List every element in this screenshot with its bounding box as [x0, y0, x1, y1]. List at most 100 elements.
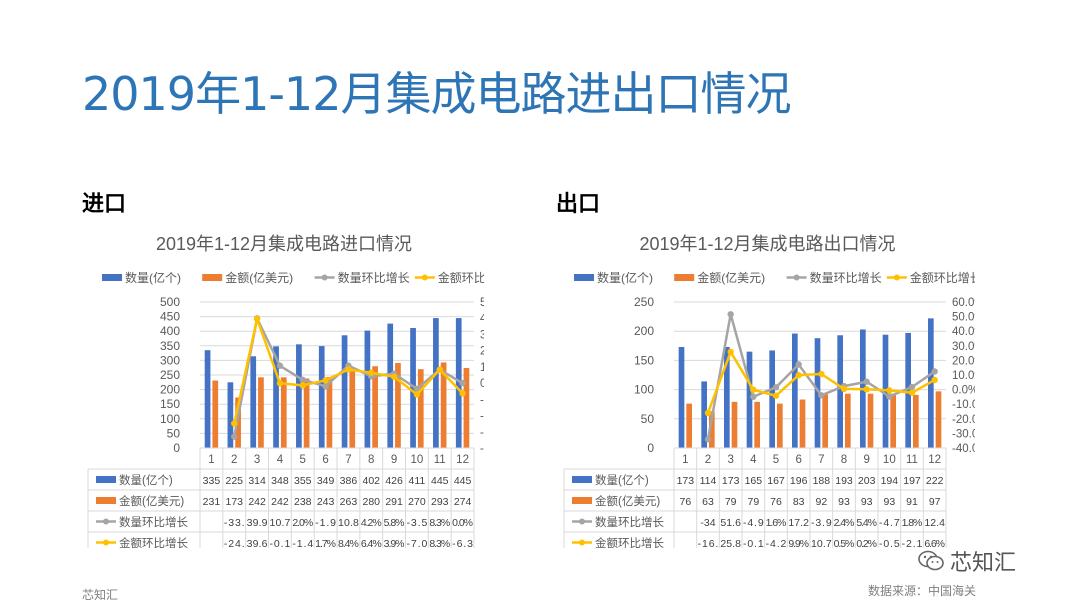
- line-point: [772, 392, 780, 399]
- line-point: [863, 386, 870, 393]
- right-axis-tick: 30.0%: [480, 329, 484, 341]
- right-axis-tick: 40.0%: [952, 326, 975, 338]
- right-axis-tick: -40.0%: [952, 443, 975, 455]
- right-axis-tick: -30.0%: [952, 428, 975, 440]
- table-cell: -1.4: [292, 538, 313, 548]
- line-point: [276, 362, 284, 369]
- table-cell: -34: [700, 517, 715, 529]
- line-point: [818, 370, 825, 378]
- table-row-label: 金额环比增长: [119, 536, 188, 548]
- category-label: 1: [682, 454, 688, 466]
- left-axis-tick: 350: [160, 339, 180, 353]
- bar: [913, 394, 919, 448]
- table-legend-marker: [579, 539, 585, 546]
- category-label: 7: [345, 454, 351, 466]
- left-axis-tick: 200: [634, 324, 654, 338]
- table-cell: 39.9: [247, 517, 268, 529]
- wechat-icon: [918, 550, 944, 572]
- left-axis-tick: 50: [641, 412, 655, 426]
- table-cell: 426: [385, 475, 403, 487]
- table-cell: 25.8: [720, 538, 741, 548]
- bar: [372, 366, 378, 448]
- export-section-label: 出口: [556, 192, 601, 217]
- legend-label: 金额环比增长: [438, 270, 484, 285]
- table-cell: 83: [793, 496, 805, 508]
- line-point: [908, 383, 916, 391]
- left-axis-tick: 0: [647, 441, 654, 455]
- line-point: [795, 361, 802, 368]
- line-point: [704, 409, 712, 417]
- table-cell: 270: [408, 496, 426, 508]
- category-label: 4: [750, 454, 757, 466]
- table-cell: 274: [454, 496, 472, 508]
- legend-marker: [793, 274, 800, 281]
- bar: [227, 382, 234, 448]
- legend-label: 金额(亿美元): [225, 270, 293, 285]
- table-cell: 91: [906, 496, 918, 508]
- export-chart: 2019年1-12月集成电路出口情况 数量(亿个) 金额(亿美元) 数量环比增长 金额环…: [560, 226, 975, 548]
- legend-swatch: [574, 274, 594, 281]
- table-cell: 445: [431, 475, 449, 487]
- table-cell: 173: [225, 496, 243, 508]
- line-point: [727, 348, 734, 356]
- right-axis-tick: 10.0%: [952, 370, 975, 382]
- table-cell: 231: [203, 496, 221, 508]
- table-cell: 196: [790, 475, 808, 487]
- line-point: [322, 377, 329, 384]
- table-cell: 9.9%: [788, 538, 809, 548]
- table-cell: 6.4%: [361, 538, 382, 548]
- table-cell: 445: [454, 475, 472, 487]
- bar: [440, 362, 447, 448]
- legend-item: 数量(亿个): [574, 270, 653, 285]
- table-row-label: 金额环比增长: [595, 536, 664, 548]
- bar: [455, 318, 462, 448]
- table-cell: 10.7: [270, 517, 291, 529]
- table-row-label: 数量环比增长: [595, 515, 664, 529]
- right-axis-tick: 30.0%: [952, 341, 975, 353]
- table-cell: 197: [903, 475, 921, 487]
- line-point: [231, 433, 238, 440]
- category-label: 7: [818, 454, 824, 466]
- bar: [845, 393, 851, 448]
- legend-label: 数量(亿个): [597, 270, 653, 285]
- category-label: 5: [300, 454, 306, 466]
- line-point: [253, 315, 261, 323]
- table-cell: 5.8%: [384, 517, 405, 529]
- left-axis-tick: 100: [634, 383, 654, 397]
- line-point: [750, 386, 757, 393]
- table-cell: 1.6%: [766, 517, 787, 529]
- right-axis-tick: -10.0%: [480, 394, 484, 406]
- bar: [905, 332, 911, 448]
- table-cell: 114: [700, 475, 717, 487]
- line-point: [840, 385, 848, 393]
- table-cell: -0.5: [879, 538, 900, 548]
- line-point: [299, 376, 306, 384]
- right-axis-tick: 50.0%: [480, 297, 484, 309]
- table-cell: 1.8%: [902, 517, 923, 529]
- category-label: 1: [208, 454, 214, 466]
- table-cell: 6.6%: [924, 538, 945, 548]
- table-cell: 93: [838, 496, 850, 508]
- watermark-text: 芯知汇: [950, 551, 1017, 576]
- category-label: 2: [231, 454, 237, 466]
- right-axis-tick: -30.0%: [480, 427, 484, 439]
- chart-title: 2019年1-12月集成电路出口情况: [639, 234, 895, 254]
- bar: [777, 403, 783, 448]
- line-point: [818, 392, 825, 399]
- bar: [204, 350, 211, 448]
- table-cell: -4.2: [766, 538, 787, 548]
- legend-item: 金额(亿美元): [674, 270, 765, 285]
- table-cell: -0.1: [743, 538, 764, 548]
- table-cell: 8.3%: [429, 517, 450, 529]
- legend-item: 数量环比增长: [786, 270, 882, 285]
- table-cell: -24.: [224, 538, 245, 548]
- bar: [935, 391, 942, 448]
- line-point: [276, 380, 284, 387]
- table-row-label: 金额(亿美元): [595, 494, 660, 508]
- line-point: [299, 382, 306, 389]
- table-cell: -3.5: [407, 517, 428, 529]
- table-cell: 314: [248, 475, 266, 487]
- category-label: 9: [391, 454, 397, 466]
